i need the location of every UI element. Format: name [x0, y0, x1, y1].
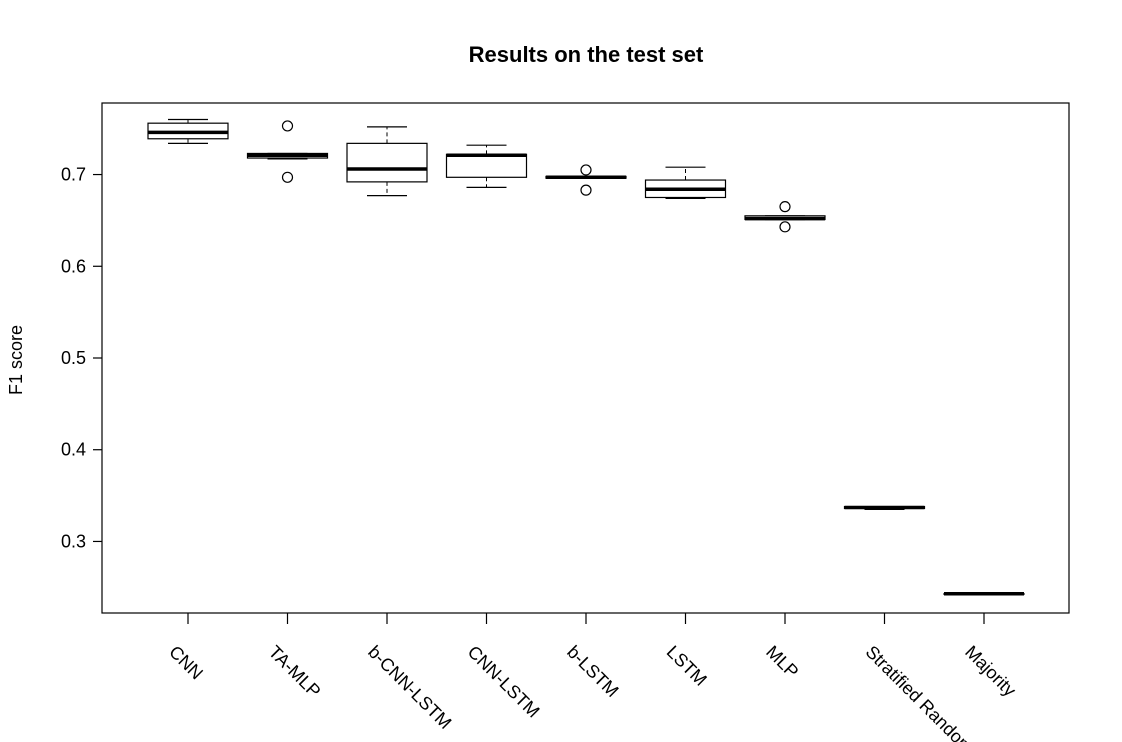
outlier-point	[580, 164, 592, 176]
box-mlp	[744, 201, 826, 233]
y-tick-label: 0.6	[61, 256, 86, 276]
x-tick-label: b-CNN-LSTM	[364, 642, 455, 733]
outlier-point	[281, 120, 294, 132]
outlier-point	[580, 184, 592, 196]
box-iqr	[445, 153, 528, 178]
box-b-lstm	[545, 164, 627, 196]
outlier-point	[281, 171, 294, 183]
box-iqr	[346, 142, 428, 183]
y-tick-label: 0.7	[61, 165, 86, 185]
x-tick-label: MLP	[762, 642, 802, 682]
y-tick-label: 0.3	[61, 531, 86, 551]
x-tick-label: Stratified Random	[862, 642, 978, 742]
plot-frame	[101, 102, 1070, 614]
box-b-cnn-lstm	[346, 126, 428, 197]
box-lstm	[644, 166, 727, 199]
outlier-point	[779, 221, 791, 233]
x-tick-label: Majority	[961, 642, 1020, 701]
x-tick-label: TA-MLP	[265, 642, 325, 702]
x-tick-label: b-LSTM	[563, 642, 622, 701]
box-ta-mlp	[246, 120, 329, 183]
x-tick-label: CNN-LSTM	[464, 642, 544, 722]
y-axis-label: F1 score	[6, 325, 26, 395]
x-tick-label: LSTM	[663, 642, 711, 690]
box-majority	[943, 591, 1025, 596]
boxes-layer	[147, 118, 1025, 596]
box-stratified-random	[843, 505, 926, 510]
outlier-point	[779, 201, 791, 213]
y-tick-label: 0.4	[61, 440, 86, 460]
y-axis: 0.3 0.4 0.5 0.6 0.7	[61, 165, 102, 551]
x-axis: CNN TA-MLP b-CNN-LSTM CNN-LSTM b-LSTM LSTM MLP…	[165, 613, 1020, 742]
box-cnn-lstm	[445, 144, 528, 188]
chart-title: Results on the test set	[469, 42, 704, 67]
box-cnn	[147, 118, 229, 144]
y-tick-label: 0.5	[61, 348, 86, 368]
x-tick-label: CNN	[165, 642, 207, 684]
